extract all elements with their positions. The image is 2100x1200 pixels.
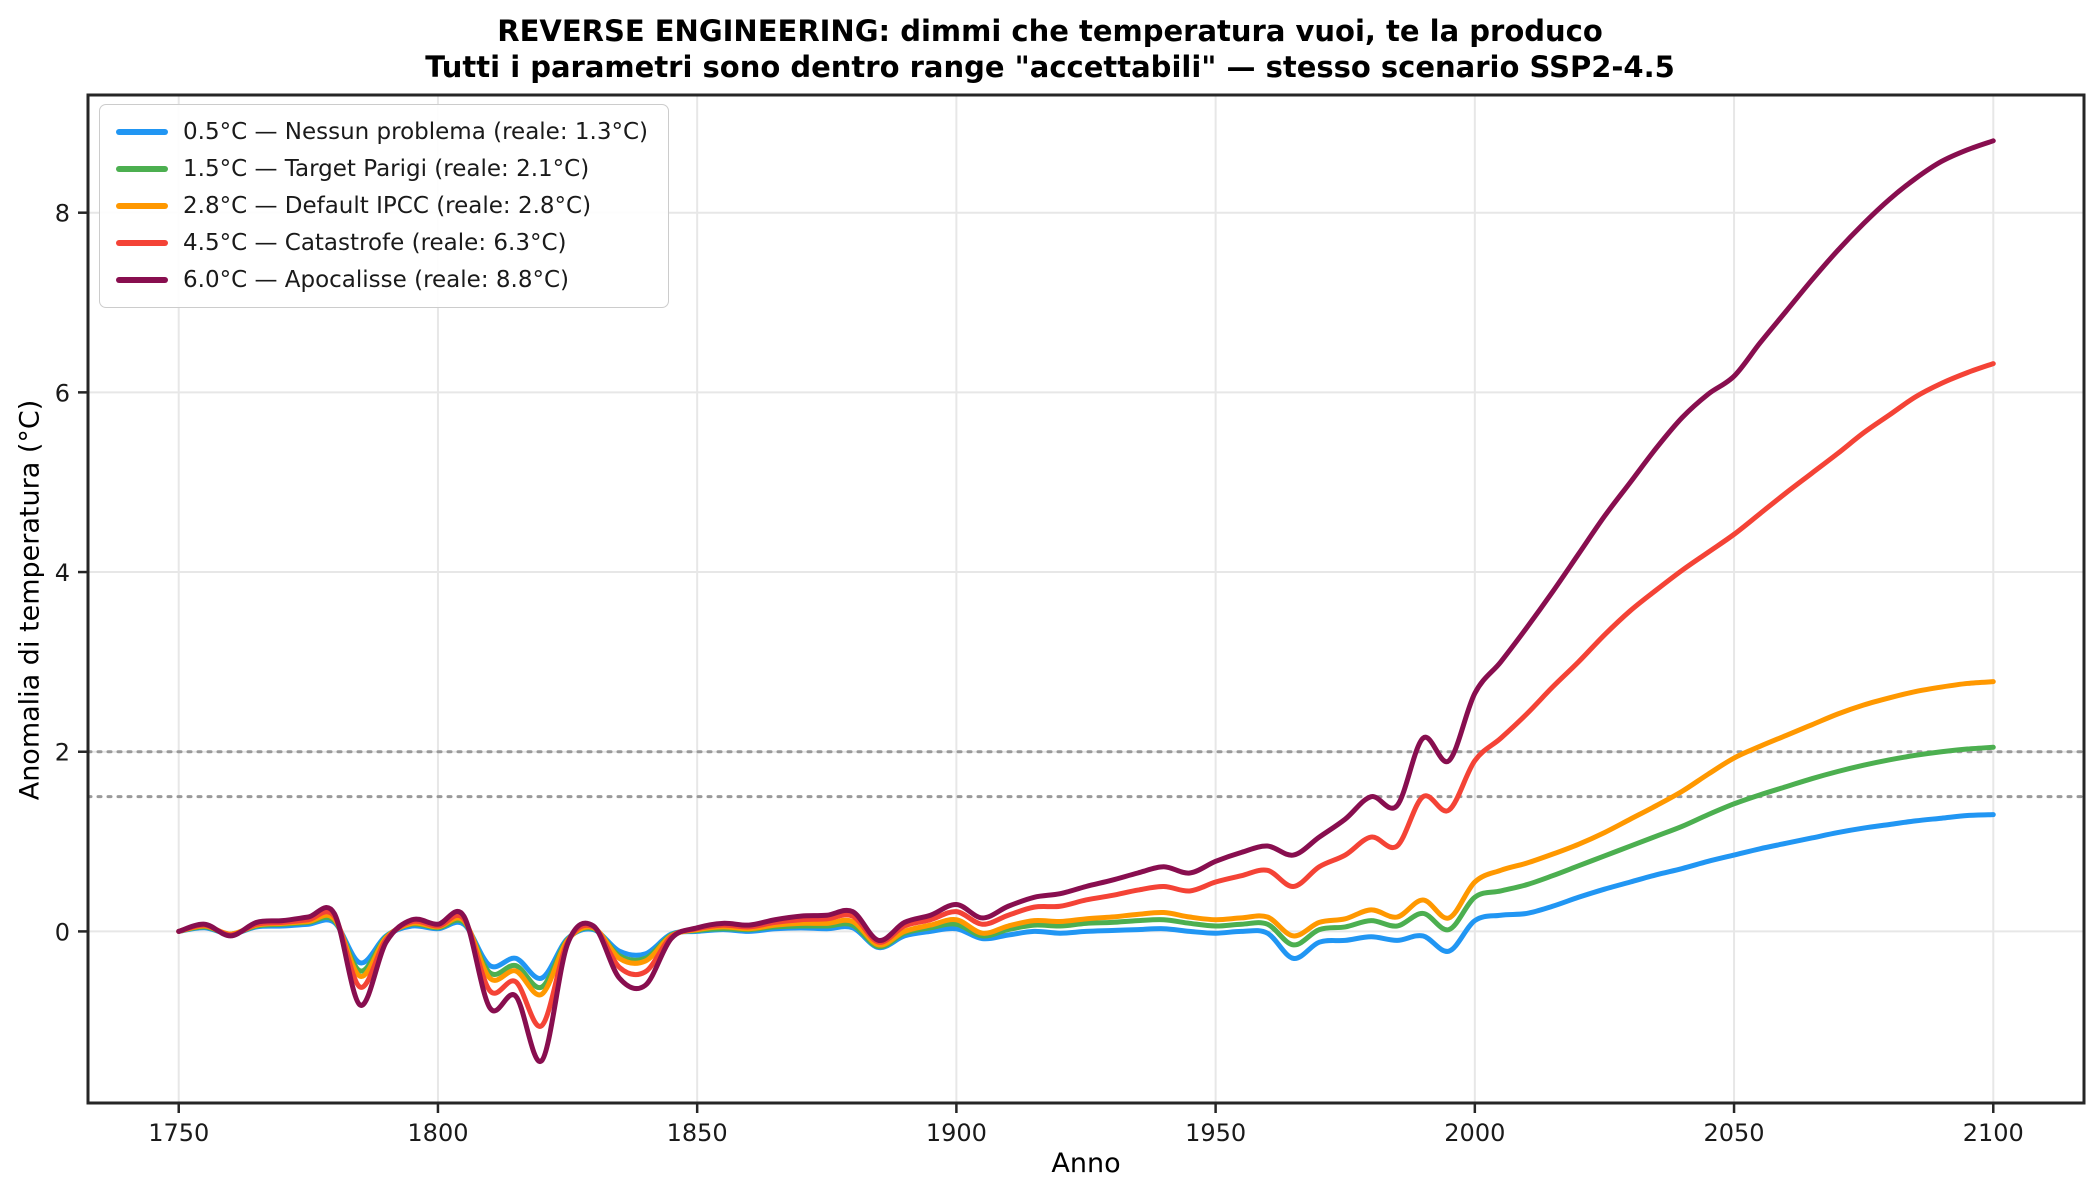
legend-swatch-icon bbox=[116, 129, 168, 135]
x-tick-label: 1750 bbox=[148, 1119, 209, 1147]
x-tick-label: 1850 bbox=[667, 1119, 728, 1147]
chart-title: REVERSE ENGINEERING: dimmi che temperatu… bbox=[497, 14, 1603, 48]
y-axis-label: Anomalia di temperatura (°C) bbox=[14, 399, 46, 801]
x-tick-label: 1900 bbox=[926, 1119, 987, 1147]
legend-label: 0.5°C — Nessun problema (reale: 1.3°C) bbox=[183, 119, 648, 145]
legend-label: 1.5°C — Target Parigi (reale: 2.1°C) bbox=[183, 156, 590, 182]
x-tick-label: 1950 bbox=[1185, 1119, 1246, 1147]
legend-label: 6.0°C — Apocalisse (reale: 8.8°C) bbox=[183, 267, 569, 293]
y-tick-label: 2 bbox=[55, 739, 70, 767]
chart-subtitle: Tutti i parametri sono dentro range "acc… bbox=[425, 50, 1675, 84]
series-line-1 bbox=[176, 744, 1996, 991]
x-axis-label: Anno bbox=[1051, 1148, 1121, 1179]
x-tick-label: 2100 bbox=[1963, 1119, 2024, 1147]
legend-item-3: 4.5°C — Catastrofe (reale: 6.3°C) bbox=[116, 230, 648, 256]
x-tick-label: 2050 bbox=[1704, 1119, 1765, 1147]
x-tick-label: 2000 bbox=[1444, 1119, 1505, 1147]
legend-label: 4.5°C — Catastrofe (reale: 6.3°C) bbox=[183, 230, 567, 256]
legend-label: 2.8°C — Default IPCC (reale: 2.8°C) bbox=[183, 193, 592, 219]
legend-item-0: 0.5°C — Nessun problema (reale: 1.3°C) bbox=[116, 119, 648, 145]
y-tick-label: 4 bbox=[55, 559, 70, 587]
y-tick-label: 8 bbox=[55, 200, 70, 228]
y-tick-label: 0 bbox=[55, 918, 70, 946]
legend-item-1: 1.5°C — Target Parigi (reale: 2.1°C) bbox=[116, 156, 648, 182]
series-line-3 bbox=[176, 361, 1996, 1029]
series-line-0 bbox=[176, 812, 1996, 981]
legend-item-4: 6.0°C — Apocalisse (reale: 8.8°C) bbox=[116, 267, 648, 293]
x-tick-label: 1800 bbox=[407, 1119, 468, 1147]
legend-swatch-icon bbox=[116, 166, 168, 172]
legend-item-2: 2.8°C — Default IPCC (reale: 2.8°C) bbox=[116, 193, 648, 219]
legend-swatch-icon bbox=[116, 277, 168, 283]
series-line-4 bbox=[176, 138, 1996, 1064]
legend-swatch-icon bbox=[116, 203, 168, 209]
y-tick-label: 6 bbox=[55, 379, 70, 407]
plot-border bbox=[86, 93, 2086, 1105]
legend-swatch-icon bbox=[116, 240, 168, 246]
legend: 0.5°C — Nessun problema (reale: 1.3°C) 1.… bbox=[99, 104, 669, 308]
series-line-2 bbox=[176, 679, 1996, 998]
